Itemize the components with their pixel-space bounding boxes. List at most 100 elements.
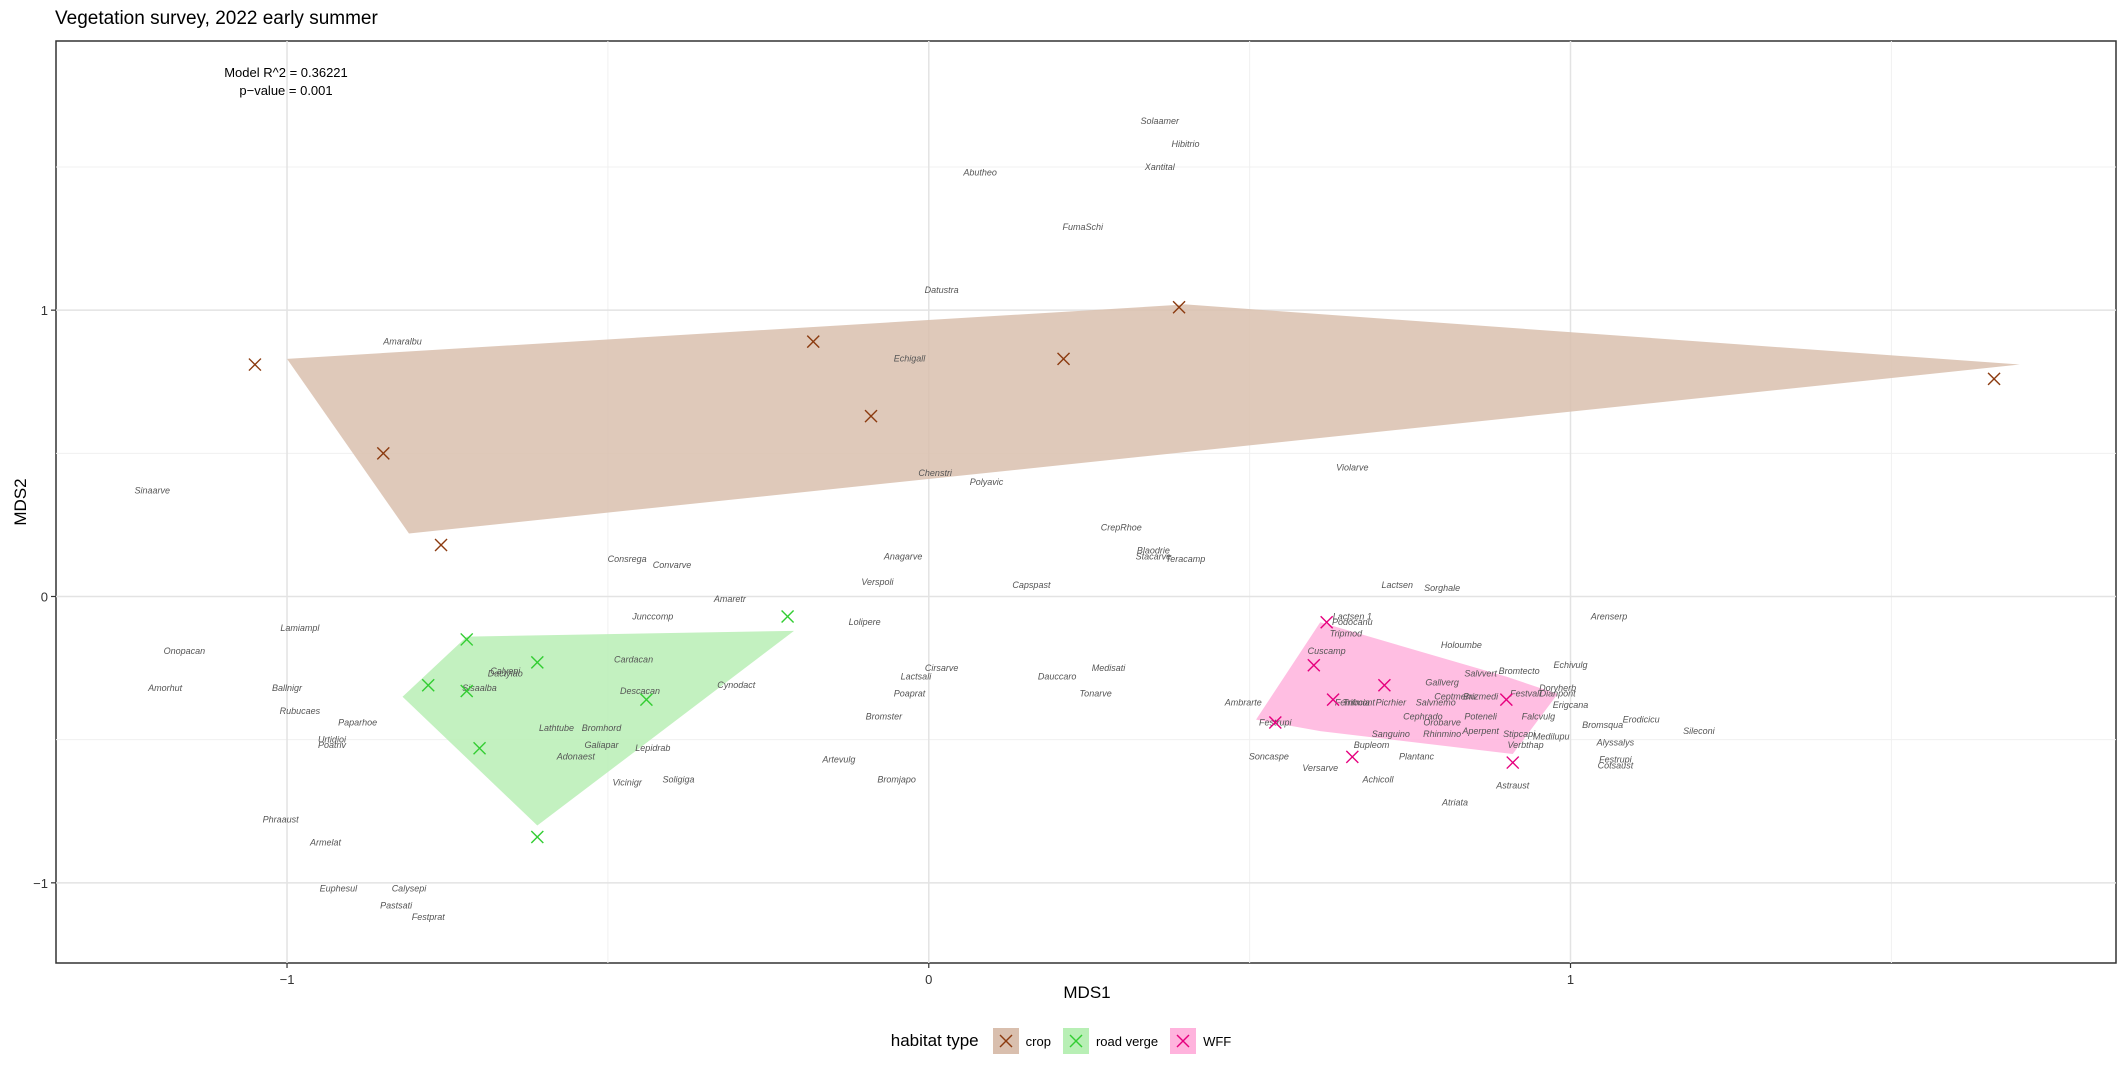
species-label: Bromster [866, 712, 904, 722]
species-label: Cephrado [1403, 712, 1443, 722]
legend-key-mark [999, 1034, 1013, 1048]
species-label: Teracamp [1166, 554, 1206, 564]
species-label: Picrhier [1376, 697, 1408, 707]
legend-key-graphic [992, 1028, 1019, 1054]
point-stroke [530, 830, 544, 844]
species-label: Blaodrie [1137, 546, 1170, 556]
species-label: Anagarve [883, 551, 923, 561]
chart-title: Vegetation survey, 2022 early summer [55, 8, 378, 29]
site-point-road-verge [530, 830, 544, 844]
species-label: Sanguino [1372, 729, 1410, 739]
species-label: Pastsati [380, 901, 413, 911]
species-label: Ceptmenu [1434, 692, 1476, 702]
legend-key-wff [1170, 1028, 1197, 1054]
point-stroke [1499, 693, 1513, 707]
species-label: Salvvert [1464, 669, 1497, 679]
point-stroke [434, 538, 448, 552]
species-label: Bromtecto [1499, 666, 1540, 676]
hull-wff [1256, 622, 1558, 754]
site-point-crop [864, 409, 878, 423]
hull-crop [287, 304, 2020, 534]
site-point-road-verge [421, 678, 435, 692]
species-label: Orobarve [1423, 717, 1461, 727]
plot-panel [55, 40, 2117, 964]
point-stroke [1320, 615, 1334, 629]
species-label: Versarve [1302, 763, 1338, 773]
site-point-road-verge [530, 655, 544, 669]
hull-road-verge [402, 630, 795, 826]
species-label: FumaSchi [1063, 222, 1105, 232]
species-label: Cardacan [614, 654, 653, 664]
species-label: Urtidioi [318, 735, 347, 745]
point-stroke [781, 610, 795, 624]
model-r2-annotation: Model R^2 = 0.36221 [224, 65, 348, 80]
species-label: Rhinmino [1423, 729, 1461, 739]
y-tick-label: −1 [33, 876, 48, 891]
species-label: Echivulg [1554, 660, 1588, 670]
species-label: Armelat [309, 838, 342, 848]
point-stroke [473, 741, 487, 755]
species-label: Dactylao [488, 669, 523, 679]
species-label: Soncaspe [1249, 752, 1289, 762]
species-label: Achicoll [1361, 775, 1394, 785]
species-label: Festvali [1510, 689, 1542, 699]
species-label: Atriata [1441, 798, 1468, 808]
species-label: Medilupu [1533, 732, 1570, 742]
species-label: Tripmod [1330, 629, 1363, 639]
species-label: Paparhoe [338, 717, 377, 727]
species-label: Falcvulg [1522, 712, 1556, 722]
point-stroke [1057, 352, 1071, 366]
species-labels: Solaamer Hibitrio Abutheo Xantital FumaSchi D… [134, 116, 1715, 922]
species-label: Soligiga [662, 775, 694, 785]
legend-item-road-verge: road verge [1062, 1028, 1158, 1054]
point-stroke [376, 446, 390, 460]
species-label: Sileconi [1683, 726, 1716, 736]
site-point-wff [1506, 756, 1520, 770]
species-label: Cotsaust [1598, 760, 1634, 770]
point-stroke [1172, 300, 1186, 314]
species-label: Amaralbu [382, 337, 422, 347]
species-label: Violarve [1336, 463, 1368, 473]
species-label: Poaprat [894, 689, 926, 699]
site-point-crop [1987, 372, 2001, 386]
species-label: Bromsqua [1582, 720, 1623, 730]
site-point-road-verge [473, 741, 487, 755]
site-point-wff [1326, 693, 1340, 707]
x-tick-label: −1 [280, 972, 295, 987]
x-tick-label: 1 [1567, 972, 1574, 987]
site-point-road-verge [460, 684, 474, 698]
site-point-road-verge [639, 693, 653, 707]
species-label: Doryherb [1539, 683, 1576, 693]
species-label: Echigall [894, 354, 927, 364]
species-label: Lactsen [1381, 580, 1413, 590]
species-label: Brizmedi [1463, 692, 1499, 702]
species-label: Lathtube [539, 723, 574, 733]
species-label: Lolipere [849, 617, 881, 627]
species-label: Fernocia [1335, 697, 1370, 707]
species-label: Amaretr [713, 594, 747, 604]
species-label: Holoumbe [1441, 640, 1482, 650]
point-stroke [1268, 715, 1282, 729]
species-label: Amorhut [147, 683, 183, 693]
species-label: Abutheo [962, 168, 997, 178]
y-tick-label: 1 [41, 303, 48, 318]
species-label: Erigcana [1553, 700, 1589, 710]
species-label: Hibitrio [1171, 139, 1199, 149]
point-stroke [864, 409, 878, 423]
point-stroke [530, 655, 544, 669]
legend-key-mark [1176, 1034, 1190, 1048]
species-label: Astraust [1495, 780, 1530, 790]
point-stroke [806, 335, 820, 349]
species-label: Sisaalba [462, 683, 497, 693]
point-stroke [248, 358, 262, 372]
species-label: Xantital [1144, 162, 1176, 172]
legend-key-graphic [1062, 1028, 1089, 1054]
species-label: Stacarve [1136, 551, 1172, 561]
species-label: Alyssalys [1596, 737, 1635, 747]
p-value-annotation: p−value = 0.001 [239, 83, 332, 98]
point-stroke [1506, 756, 1520, 770]
legend-title: habitat type [890, 1031, 979, 1050]
axes: −1 0 1 −1 0 1 [33, 303, 1574, 987]
species-label: Calysepi [392, 883, 428, 893]
species-label: Festprat [412, 912, 446, 922]
